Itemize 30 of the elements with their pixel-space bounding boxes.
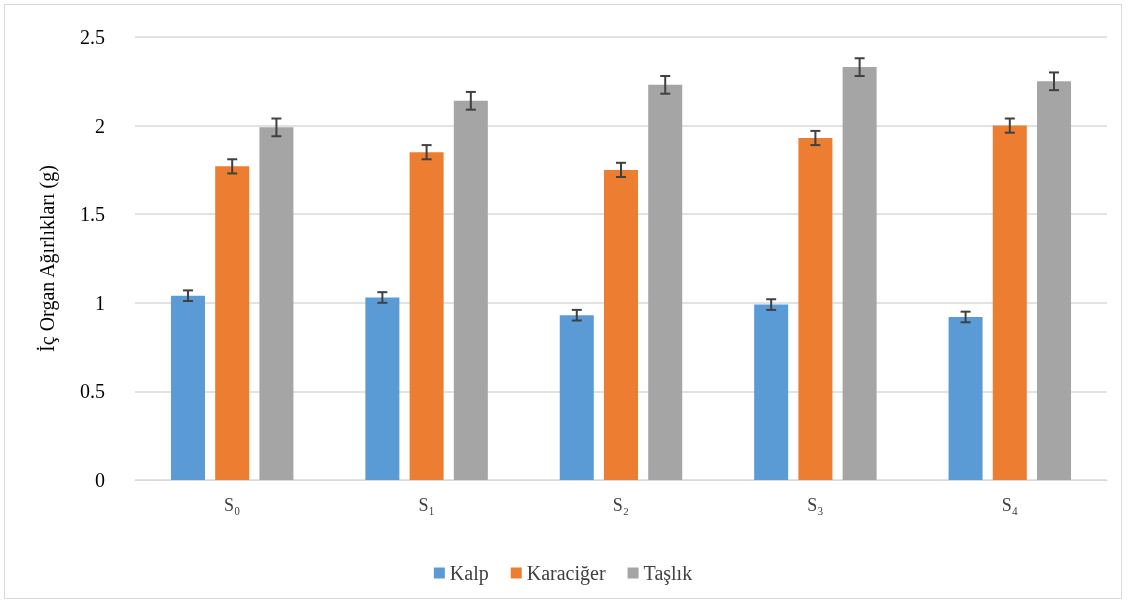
y-tick-label: 2 (95, 114, 105, 137)
bar (603, 169, 639, 480)
y-tick-label: 0.5 (80, 380, 105, 403)
x-tick-label: S₁ (418, 495, 435, 515)
bar (1037, 81, 1072, 480)
bar (215, 166, 250, 480)
x-tick-label: S₀ (224, 495, 241, 515)
bar (259, 127, 294, 480)
bar (992, 125, 1027, 480)
y-tick-label: 0 (95, 469, 105, 491)
y-tick-label: 1.5 (80, 203, 105, 226)
bar (948, 316, 983, 480)
x-tick-label: S₃ (807, 495, 824, 515)
bar (798, 138, 833, 480)
bar (409, 152, 444, 480)
bar (170, 295, 205, 480)
bar (648, 84, 683, 480)
bar (365, 297, 400, 480)
y-tick-label: 2.5 (80, 26, 105, 48)
bar (754, 304, 789, 480)
y-axis-title: İç Organ Ağırlıkları (g) (36, 165, 59, 352)
legend-label: Taşlık (643, 562, 693, 585)
bar (842, 67, 877, 480)
x-tick-label: S₄ (1001, 495, 1018, 515)
bar (559, 315, 594, 480)
x-tick-label: S₂ (612, 495, 630, 515)
legend-label: Kalp (449, 562, 489, 585)
bar (453, 100, 488, 480)
legend-label: Karaciğer (526, 562, 606, 585)
y-tick-label: 1 (95, 291, 105, 314)
